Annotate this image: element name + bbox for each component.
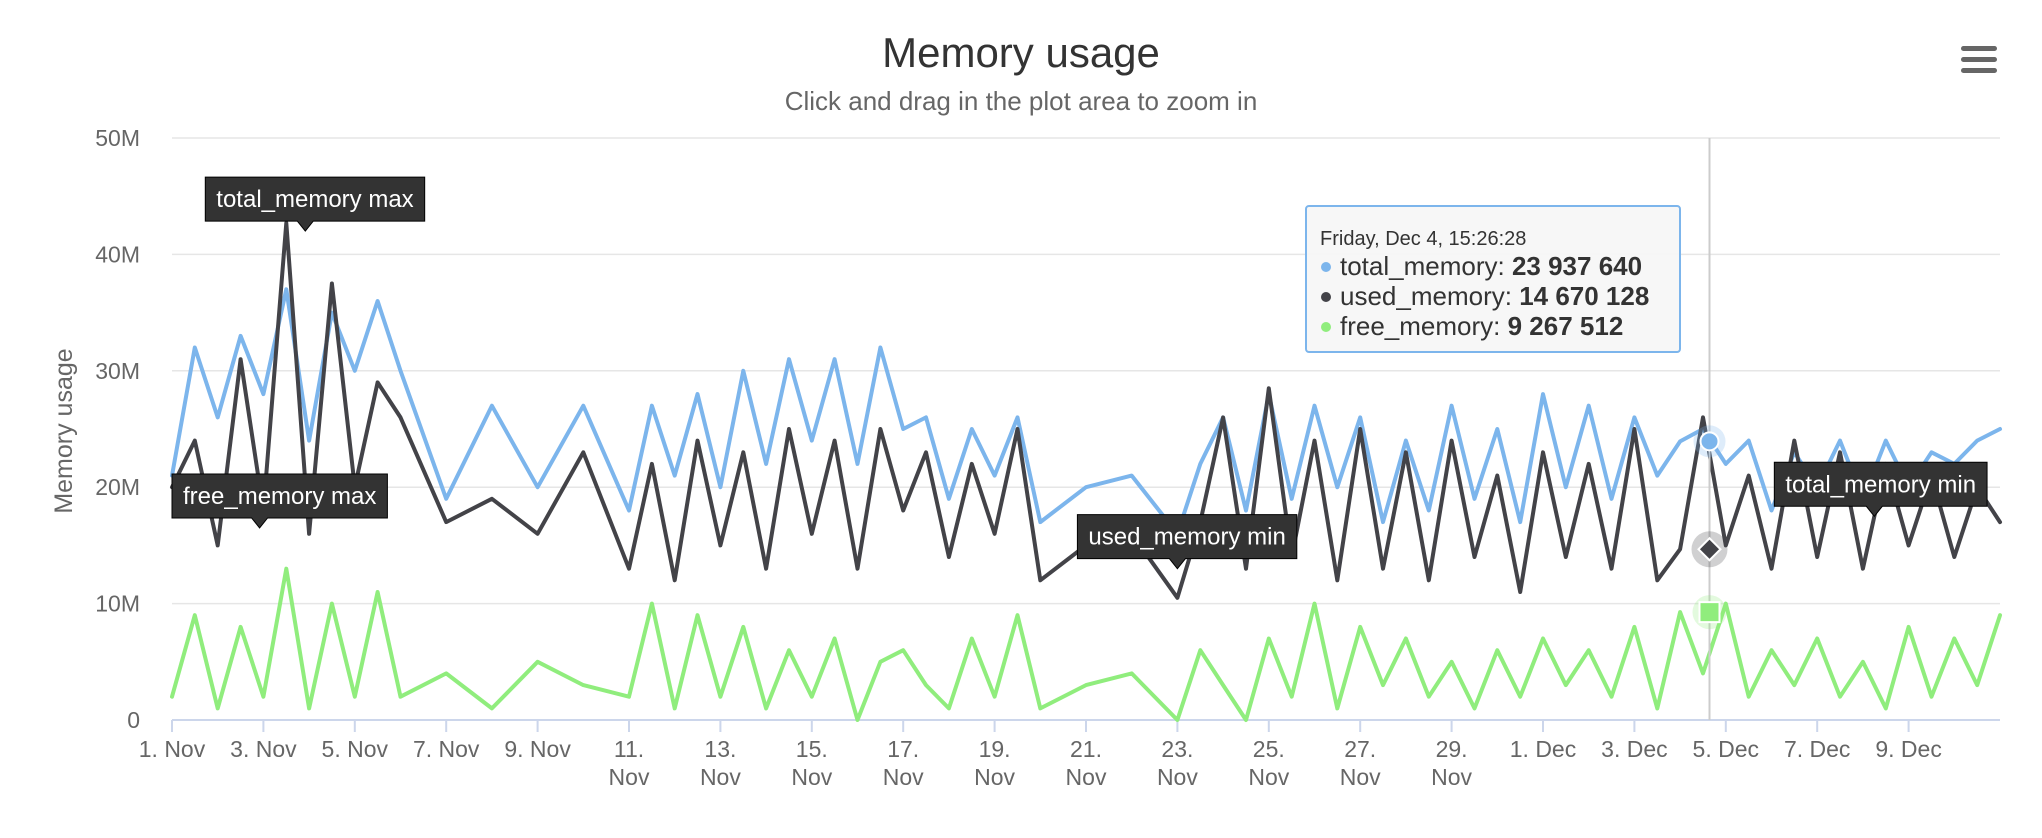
flag-label: free_memory max	[183, 483, 376, 510]
x-tick-label: 9. Dec	[1875, 736, 1941, 762]
x-tick-label: 29. Nov	[1431, 736, 1472, 790]
x-tick-label: 7. Dec	[1784, 736, 1850, 762]
x-tick-label: 27. Nov	[1340, 736, 1381, 790]
x-tick-label: 7. Nov	[413, 736, 480, 762]
tooltip-bullet-icon	[1321, 262, 1331, 272]
x-tick-label: 3. Dec	[1601, 736, 1667, 762]
series-line-free_memory[interactable]	[170, 566, 2002, 722]
x-tick-label: 1. Nov	[139, 736, 206, 762]
chart-title: Memory usage	[882, 29, 1160, 76]
y-tick-label: 30M	[95, 358, 140, 384]
tooltip-bullet-icon	[1321, 292, 1331, 302]
tooltip-box	[1305, 205, 1681, 353]
svg-text:used_memory: 14 670 128: used_memory: 14 670 128	[1340, 281, 1649, 311]
flag-callout[interactable]: total_memory max	[204, 176, 426, 232]
svg-text:free_memory: 9 267 512: free_memory: 9 267 512	[1340, 311, 1623, 341]
tooltip-row-used: used_memory: 14 670 128	[1321, 281, 1649, 311]
tooltip-series-value: 14 670 128	[1519, 281, 1649, 311]
flag-label: total_memory min	[1785, 471, 1976, 498]
y-tick-label: 50M	[95, 125, 140, 151]
flag-callout[interactable]: used_memory min	[1076, 514, 1298, 570]
x-axis: 1. Nov 3. Nov 5. Nov 7. Nov 9. Nov 11. Nov 13. N…	[139, 719, 2000, 790]
chart-subtitle: Click and drag in the plot area to zoom …	[785, 86, 1258, 116]
y-tick-label: 40M	[95, 241, 140, 267]
hover-layer	[1691, 138, 1728, 720]
flag-shape	[1076, 514, 1298, 570]
tooltip-series-value: 9 267 512	[1508, 311, 1624, 341]
tooltip: Friday, Dec 4, 15:26:28 total_memory: 23…	[1305, 205, 1681, 353]
x-tick-label: 3. Nov	[230, 736, 297, 762]
grid	[172, 137, 2000, 605]
y-axis-title: Memory usage	[50, 348, 78, 513]
series-line-used_memory[interactable]	[170, 221, 2002, 600]
x-tick-label: 1. Dec	[1510, 736, 1576, 762]
x-tick-label: 23. Nov	[1157, 736, 1198, 790]
tooltip-series-name: free_memory	[1340, 311, 1493, 341]
tooltip-series-value: 23 937 640	[1512, 251, 1642, 281]
flag-shape	[171, 473, 388, 529]
x-tick-label: 11. Nov	[609, 736, 650, 790]
x-tick-label: 17. Nov	[883, 736, 924, 790]
y-tick-label: 10M	[95, 591, 140, 617]
y-tick-label: 0	[127, 707, 140, 733]
x-tick-label: 21. Nov	[1066, 736, 1107, 790]
hover-marker-total	[1699, 431, 1720, 452]
flag-label: used_memory min	[1088, 524, 1285, 551]
x-tick-label: 5. Dec	[1693, 736, 1759, 762]
tooltip-series-name: used_memory	[1340, 281, 1505, 311]
flag-callout[interactable]: total_memory min	[1773, 461, 1988, 518]
hamburger-menu-icon[interactable]	[1955, 38, 2003, 78]
tooltip-bullet-icon	[1321, 322, 1331, 332]
flags[interactable]: total_memory max free_memory max used_memo…	[171, 176, 1988, 570]
tooltip-row-total: total_memory: 23 937 640	[1321, 251, 1642, 281]
hover-marker-used	[1697, 536, 1722, 562]
tooltip-series-name: total_memory	[1340, 251, 1498, 281]
flag-callout[interactable]: free_memory max	[171, 473, 388, 529]
svg-text:total_memory: 23 937 640: total_memory: 23 937 640	[1340, 251, 1642, 281]
y-tick-label: 20M	[95, 474, 140, 500]
series-line-total_memory[interactable]	[170, 287, 2002, 536]
hover-marker-free	[1698, 601, 1721, 624]
flag-label: total_memory max	[216, 186, 413, 213]
flag-shape	[1773, 461, 1988, 518]
series-group[interactable]	[170, 221, 2002, 722]
flag-shape	[204, 176, 426, 232]
x-tick-label: 25. Nov	[1248, 736, 1289, 790]
tooltip-date: Friday, Dec 4, 15:26:28	[1320, 228, 1526, 250]
y-axis: 0 10M 20M 30M 40M 50M	[95, 125, 140, 733]
tooltip-row-free: free_memory: 9 267 512	[1321, 311, 1623, 341]
x-tick-label: 13. Nov	[700, 736, 741, 790]
x-tick-label: 9. Nov	[504, 736, 571, 762]
x-tick-label: 15. Nov	[791, 736, 832, 790]
x-tick-label: 5. Nov	[322, 736, 389, 762]
x-tick-label: 19. Nov	[974, 736, 1015, 790]
